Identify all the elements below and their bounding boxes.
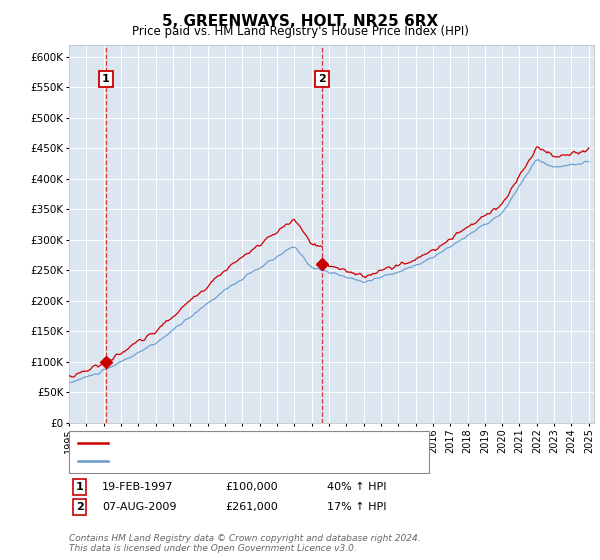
Text: 5, GREENWAYS, HOLT, NR25 6RX (detached house): 5, GREENWAYS, HOLT, NR25 6RX (detached h… — [114, 438, 398, 448]
Text: 1: 1 — [102, 74, 110, 84]
Text: HPI: Average price, detached house, North Norfolk: HPI: Average price, detached house, Nort… — [114, 456, 395, 466]
Text: 40% ↑ HPI: 40% ↑ HPI — [327, 482, 386, 492]
Text: 5, GREENWAYS, HOLT, NR25 6RX: 5, GREENWAYS, HOLT, NR25 6RX — [162, 14, 438, 29]
Text: 07-AUG-2009: 07-AUG-2009 — [102, 502, 176, 512]
Text: £261,000: £261,000 — [225, 502, 278, 512]
Text: 17% ↑ HPI: 17% ↑ HPI — [327, 502, 386, 512]
Text: 1: 1 — [76, 482, 83, 492]
Text: Price paid vs. HM Land Registry's House Price Index (HPI): Price paid vs. HM Land Registry's House … — [131, 25, 469, 38]
Text: 19-FEB-1997: 19-FEB-1997 — [102, 482, 173, 492]
Text: £100,000: £100,000 — [225, 482, 278, 492]
Text: 2: 2 — [318, 74, 326, 84]
Text: Contains HM Land Registry data © Crown copyright and database right 2024.
This d: Contains HM Land Registry data © Crown c… — [69, 534, 421, 553]
Text: 2: 2 — [76, 502, 83, 512]
